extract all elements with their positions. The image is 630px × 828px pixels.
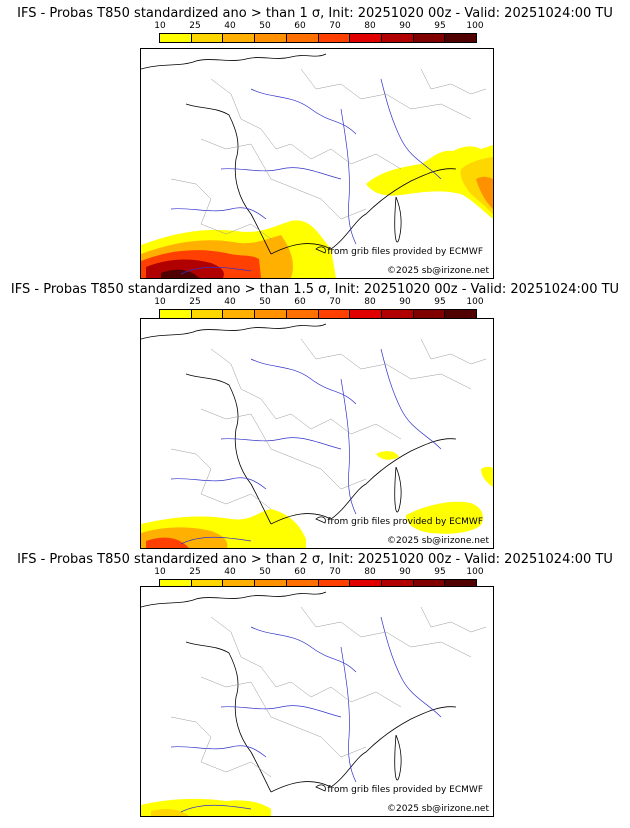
- colorbar-swatch: [191, 34, 224, 42]
- borders: [170, 606, 487, 778]
- probability-map: from grib files provided by ECMWF ©2025 …: [140, 48, 494, 279]
- colorbar-label: 95: [434, 21, 446, 31]
- colorbar-label: 40: [224, 567, 236, 577]
- colorbar-swatch: [318, 34, 351, 42]
- colorbar: [159, 33, 477, 43]
- colorbar-label: 50: [259, 567, 271, 577]
- colorbar-label: 90: [399, 297, 411, 307]
- colorbar-swatch: [381, 34, 414, 42]
- colorbar-label: 95: [434, 297, 446, 307]
- source-credit: from grib files provided by ECMWF: [327, 247, 483, 257]
- panel-title: IFS - Probas T850 standardized ano > tha…: [17, 6, 613, 21]
- colorbar-label: 100: [466, 21, 484, 31]
- colorbar-swatch: [286, 580, 319, 588]
- colorbar-label: 50: [259, 297, 271, 307]
- probability-map: from grib files provided by ECMWF ©2025 …: [140, 318, 494, 549]
- colorbar-swatch: [160, 34, 192, 42]
- colorbar-label: 10: [154, 297, 166, 307]
- colorbar-swatch: [286, 310, 319, 318]
- probability-shading: [141, 451, 493, 548]
- colorbar-label: 100: [466, 297, 484, 307]
- coastlines: [141, 323, 457, 525]
- colorbar-swatch: [445, 580, 477, 588]
- colorbar-label: 70: [329, 21, 341, 31]
- colorbar-label: 80: [364, 567, 376, 577]
- colorbar-label: 60: [294, 567, 306, 577]
- colorbar-label: 95: [434, 567, 446, 577]
- colorbar-swatch: [318, 310, 351, 318]
- colorbar-swatch: [350, 34, 382, 42]
- colorbar-label: 70: [329, 297, 341, 307]
- colorbar-label: 90: [399, 21, 411, 31]
- colorbar-swatch: [255, 580, 287, 588]
- colorbar-label: 80: [364, 21, 376, 31]
- borders: [170, 68, 487, 240]
- colorbar-swatch: [191, 580, 224, 588]
- colorbar-swatch: [445, 310, 477, 318]
- map-panel-2: IFS - Probas T850 standardized ano > tha…: [0, 276, 630, 552]
- colorbar-swatch: [286, 34, 319, 42]
- colorbar-swatch: [255, 34, 287, 42]
- probability-shading: [141, 145, 493, 278]
- colorbar-swatch: [381, 310, 414, 318]
- map-panel-3: IFS - Probas T850 standardized ano > tha…: [0, 546, 630, 822]
- colorbar-label: 50: [259, 21, 271, 31]
- probability-shading: [141, 798, 271, 816]
- probability-map: from grib files provided by ECMWF ©2025 …: [140, 586, 494, 817]
- rivers: [170, 348, 442, 545]
- panel-title: IFS - Probas T850 standardized ano > tha…: [17, 552, 613, 567]
- colorbar-swatch: [223, 580, 256, 588]
- coastlines: [141, 53, 457, 255]
- colorbar-swatch: [223, 310, 256, 318]
- colorbar-label: 90: [399, 567, 411, 577]
- colorbar-label: 40: [224, 21, 236, 31]
- colorbar-swatch: [223, 34, 256, 42]
- colorbar-label: 25: [189, 297, 201, 307]
- colorbar-swatch: [191, 310, 224, 318]
- colorbar-swatch: [350, 580, 382, 588]
- colorbar-label: 10: [154, 21, 166, 31]
- copyright-credit: ©2025 sb@irizone.net: [387, 804, 489, 814]
- colorbar-label: 25: [189, 21, 201, 31]
- colorbar-label: 60: [294, 297, 306, 307]
- colorbar-swatch: [318, 580, 351, 588]
- colorbar-swatch: [381, 580, 414, 588]
- colorbar-labels: 10 25 40 50 60 70 80 90 95 100: [154, 567, 483, 578]
- panel-title: IFS - Probas T850 standardized ano > tha…: [10, 282, 620, 297]
- colorbar-swatch: [413, 580, 446, 588]
- coastlines: [141, 591, 457, 793]
- copyright-credit: ©2025 sb@irizone.net: [387, 266, 489, 276]
- colorbar-swatch: [160, 310, 192, 318]
- colorbar-swatch: [413, 310, 446, 318]
- colorbar-swatch: [160, 580, 192, 588]
- colorbar-label: 100: [466, 567, 484, 577]
- borders: [170, 338, 487, 510]
- colorbar-label: 25: [189, 567, 201, 577]
- colorbar-label: 40: [224, 297, 236, 307]
- colorbar-label: 60: [294, 21, 306, 31]
- source-credit: from grib files provided by ECMWF: [327, 785, 483, 795]
- colorbar-swatch: [255, 310, 287, 318]
- colorbar-swatch: [350, 310, 382, 318]
- colorbar-labels: 10 25 40 50 60 70 80 90 95 100: [154, 297, 483, 308]
- rivers: [170, 616, 442, 813]
- map-panel-1: IFS - Probas T850 standardized ano > tha…: [0, 0, 630, 279]
- colorbar-label: 10: [154, 567, 166, 577]
- rivers: [170, 78, 442, 275]
- source-credit: from grib files provided by ECMWF: [327, 517, 483, 527]
- colorbar-labels: 10 25 40 50 60 70 80 90 95 100: [154, 21, 483, 32]
- colorbar-label: 70: [329, 567, 341, 577]
- copyright-credit: ©2025 sb@irizone.net: [387, 536, 489, 546]
- colorbar-swatch: [413, 34, 446, 42]
- colorbar-label: 80: [364, 297, 376, 307]
- colorbar-swatch: [445, 34, 477, 42]
